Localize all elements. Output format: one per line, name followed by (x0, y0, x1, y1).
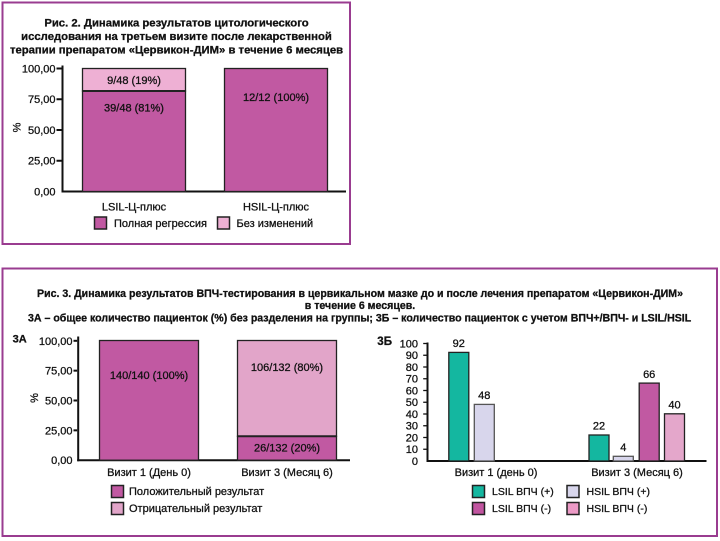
svg-text:60: 60 (406, 385, 418, 397)
svg-text:80: 80 (406, 362, 418, 374)
svg-text:25,00: 25,00 (45, 425, 73, 437)
svg-text:70: 70 (406, 374, 418, 386)
svg-text:12/12 (100%): 12/12 (100%) (243, 92, 309, 104)
svg-text:Визит 1 (День 0): Визит 1 (День 0) (107, 467, 191, 479)
svg-text:Визит 3 (Месяц 6): Визит 3 (Месяц 6) (591, 467, 683, 479)
svg-text:66: 66 (643, 369, 655, 381)
svg-text:0,00: 0,00 (34, 187, 55, 199)
svg-text:50: 50 (406, 397, 418, 409)
svg-text:Визит 3 (Месяц 6): Визит 3 (Месяц 6) (241, 467, 333, 479)
svg-text:3Б: 3Б (377, 336, 392, 348)
svg-text:Визит 1 (день 0): Визит 1 (день 0) (455, 467, 538, 479)
svg-text:в течение 6 месяцев.: в течение 6 месяцев. (305, 300, 415, 312)
svg-text:25,00: 25,00 (28, 156, 56, 168)
svg-text:50,00: 50,00 (45, 396, 73, 408)
svg-text:терапии препаратом «Цервикон-Д: терапии препаратом «Цервикон-ДИМ» в тече… (10, 45, 343, 57)
svg-text:Положительный результат: Положительный результат (129, 486, 264, 498)
svg-text:HSIL ВПЧ (-): HSIL ВПЧ (-) (587, 503, 648, 515)
svg-text:20: 20 (406, 432, 418, 444)
svg-text:100,00: 100,00 (22, 64, 56, 76)
svg-text:100: 100 (400, 338, 418, 350)
svg-text:9/48 (19%): 9/48 (19%) (107, 75, 161, 87)
svg-text:%: % (29, 393, 41, 403)
svg-text:40: 40 (406, 409, 418, 421)
svg-text:40: 40 (668, 400, 680, 412)
svg-text:0,00: 0,00 (51, 455, 72, 467)
svg-text:HSIL ВПЧ (+): HSIL ВПЧ (+) (587, 486, 650, 498)
svg-text:LSIL-Ц-плюс: LSIL-Ц-плюс (102, 202, 167, 214)
svg-text:LSIL ВПЧ (+): LSIL ВПЧ (+) (492, 486, 554, 498)
svg-text:исследования на третьем визите: исследования на третьем визите после лек… (21, 31, 332, 43)
svg-text:39/48 (81%): 39/48 (81%) (104, 103, 164, 115)
svg-text:106/132 (80%): 106/132 (80%) (251, 362, 323, 374)
svg-text:140/140 (100%): 140/140 (100%) (110, 370, 188, 382)
svg-text:48: 48 (478, 390, 490, 402)
svg-text:Рис. 3. Динамика результатов В: Рис. 3. Динамика результатов ВПЧ-тестиро… (37, 288, 683, 300)
svg-text:90: 90 (406, 350, 418, 362)
svg-text:4: 4 (620, 442, 626, 454)
svg-text:100,00: 100,00 (39, 336, 73, 348)
svg-text:%: % (12, 122, 24, 132)
svg-text:Полная регрессия: Полная регрессия (114, 218, 207, 230)
svg-text:30: 30 (406, 421, 418, 433)
svg-text:3А – общее количество пациенто: 3А – общее количество пациенток (%) без … (28, 312, 692, 324)
svg-text:75,00: 75,00 (28, 94, 56, 106)
svg-text:75,00: 75,00 (45, 366, 73, 378)
svg-text:10: 10 (406, 444, 418, 456)
svg-text:92: 92 (453, 338, 465, 350)
svg-text:LSIL ВПЧ (-): LSIL ВПЧ (-) (492, 503, 551, 515)
svg-text:3А: 3А (13, 334, 27, 346)
svg-text:26/132 (20%): 26/132 (20%) (254, 443, 320, 455)
svg-text:0: 0 (412, 456, 418, 468)
svg-text:Без изменений: Без изменений (237, 218, 314, 230)
svg-text:22: 22 (593, 421, 605, 433)
svg-text:Отрицательный результат: Отрицательный результат (129, 503, 262, 515)
svg-text:50,00: 50,00 (28, 125, 56, 137)
svg-text:Рис. 2. Динамика результатов ц: Рис. 2. Динамика результатов цитологичес… (44, 18, 308, 30)
svg-text:HSIL-Ц-плюс: HSIL-Ц-плюс (243, 202, 310, 214)
